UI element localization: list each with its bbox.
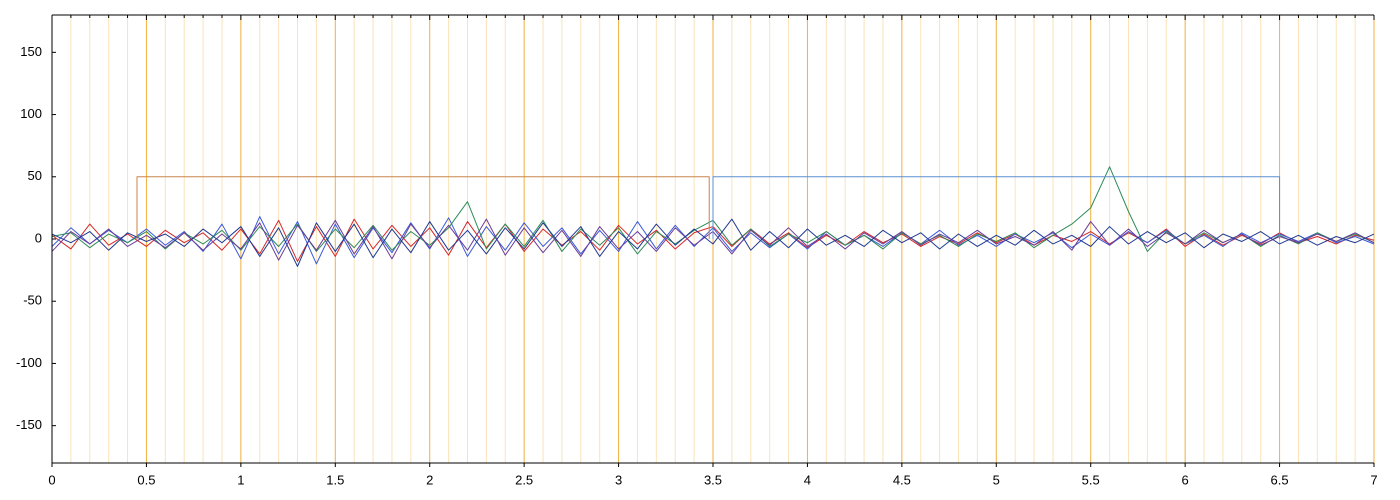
- series-line: [51, 218, 1375, 267]
- x-tick-label: 6.5: [1271, 472, 1289, 487]
- y-tick-label: 100: [20, 106, 42, 121]
- y-tick-label: 50: [28, 168, 42, 183]
- x-tick-label: 4.5: [893, 472, 911, 487]
- axes: 0 0.5 1 1.5 2 2.5 3 3.5 4 4.5 5 5.5 6 6.5 7 -150 -100 -50…: [16, 14, 1378, 487]
- x-tick-label: 3.5: [704, 472, 722, 487]
- y-tick-label: -50: [23, 293, 42, 308]
- y-tick-label: 150: [20, 44, 42, 59]
- x-tick-label: 7: [1370, 472, 1377, 487]
- series-line: [712, 176, 1281, 239]
- series-line: [136, 176, 710, 239]
- x-tick-label: 3: [615, 472, 622, 487]
- y-tick-label: -100: [16, 355, 42, 370]
- plot-area: [51, 166, 1375, 267]
- y-tick-label: 0: [35, 230, 42, 245]
- x-tick-label: 4: [804, 472, 811, 487]
- grid: [51, 15, 1375, 463]
- y-tick-label: -150: [16, 417, 42, 432]
- x-tick-label: 5.5: [1082, 472, 1100, 487]
- x-tick-label: 1: [237, 472, 244, 487]
- x-tick-label: 1.5: [326, 472, 344, 487]
- x-tick-label: 0.5: [137, 472, 155, 487]
- x-tick-label: 6: [1182, 472, 1189, 487]
- x-tick-label: 2.5: [515, 472, 533, 487]
- x-tick-label: 0: [48, 472, 55, 487]
- x-tick-label: 2: [426, 472, 433, 487]
- x-tick-label: 5: [993, 472, 1000, 487]
